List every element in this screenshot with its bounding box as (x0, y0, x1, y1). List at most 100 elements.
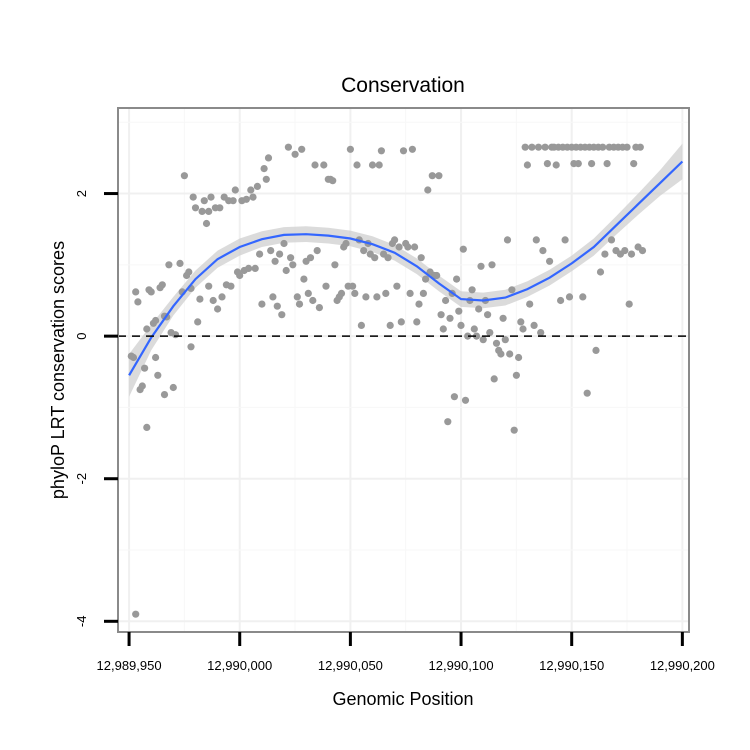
data-point (437, 311, 445, 319)
data-point (503, 236, 512, 244)
data-point (408, 145, 416, 153)
data-point (198, 207, 206, 215)
data-point (147, 288, 155, 296)
data-point (189, 193, 197, 201)
data-point (154, 371, 162, 379)
data-point (537, 329, 545, 337)
data-point (382, 289, 390, 297)
data-point (242, 195, 250, 203)
data-point (260, 165, 268, 173)
data-point (311, 161, 319, 169)
data-point (291, 150, 299, 158)
data-point (247, 186, 255, 194)
data-point (442, 296, 450, 305)
y-axis-label: phyloP LRT conservation scores (48, 241, 68, 499)
data-point (129, 353, 138, 362)
data-point (625, 300, 633, 308)
data-point (331, 261, 339, 269)
data-point (158, 281, 166, 289)
data-point (484, 311, 492, 319)
data-point (256, 250, 264, 258)
data-point (603, 160, 611, 168)
data-point (453, 275, 461, 283)
data-point (300, 275, 308, 283)
data-point (621, 247, 629, 255)
data-point (337, 289, 346, 297)
data-point (470, 325, 478, 333)
data-point (209, 296, 217, 305)
x-tick-label: 12,990,200 (650, 658, 715, 673)
data-point (377, 147, 385, 155)
data-point (289, 261, 297, 269)
data-point (138, 382, 146, 390)
data-point (280, 239, 288, 248)
data-point (371, 254, 379, 262)
data-point (457, 321, 465, 329)
data-point (298, 145, 306, 153)
data-point (196, 295, 204, 303)
data-point (557, 296, 565, 305)
data-point (152, 353, 160, 362)
data-point (574, 160, 582, 168)
data-point (510, 426, 518, 434)
data-point (565, 293, 574, 301)
data-point (249, 193, 257, 201)
data-point (207, 193, 215, 201)
x-tick-label: 12,990,100 (429, 658, 494, 673)
data-point (245, 264, 253, 272)
data-point (543, 160, 552, 168)
data-point (497, 350, 505, 358)
x-tick-label: 12,989,950 (97, 658, 162, 673)
data-point (253, 182, 261, 190)
data-point (413, 318, 421, 326)
data-point (433, 271, 441, 280)
data-point (393, 282, 401, 290)
data-point (472, 332, 481, 340)
data-point (295, 300, 304, 308)
data-point (417, 254, 425, 262)
x-tick-label: 12,990,000 (207, 658, 272, 673)
data-point (384, 254, 392, 262)
data-point (499, 314, 507, 322)
data-point (216, 204, 224, 212)
chart-title: Conservation (341, 74, 465, 97)
data-point (592, 346, 600, 354)
data-point (309, 296, 317, 305)
data-point (349, 282, 357, 290)
data-point (475, 305, 483, 313)
data-point (479, 336, 487, 344)
data-point (512, 371, 521, 379)
data-point (627, 250, 636, 258)
plot-panel-border (117, 107, 690, 633)
data-point (251, 264, 259, 272)
data-point (599, 143, 607, 151)
data-point (435, 172, 443, 180)
data-point (515, 353, 523, 362)
data-point (304, 289, 312, 297)
data-point (630, 160, 638, 168)
data-point (284, 143, 292, 151)
data-point (406, 289, 414, 297)
data-point (552, 161, 560, 169)
smooth-line (128, 160, 684, 376)
data-point (132, 610, 140, 618)
data-point (187, 343, 195, 351)
data-point (415, 300, 423, 308)
data-point (519, 325, 527, 333)
data-point (526, 300, 534, 308)
data-point (200, 197, 208, 205)
data-point (488, 261, 496, 269)
data-point (397, 318, 405, 326)
data-point (419, 289, 427, 297)
data-point (357, 321, 365, 329)
data-point (404, 243, 412, 251)
data-point (346, 145, 354, 153)
data-point (490, 375, 498, 383)
points-layer (127, 143, 647, 618)
data-point (273, 302, 281, 310)
data-point (287, 254, 295, 262)
data-point (278, 311, 286, 319)
y-tick-label: 0 (74, 332, 89, 339)
data-point (143, 325, 151, 333)
data-point (492, 339, 501, 347)
